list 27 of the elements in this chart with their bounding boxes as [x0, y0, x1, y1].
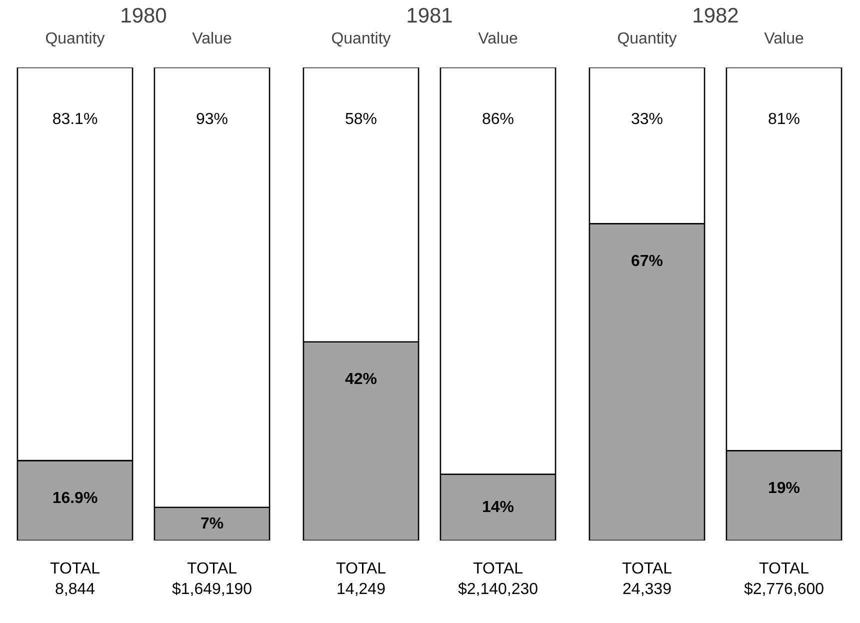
data-label: 33% [630, 111, 664, 128]
data-label: 93% [196, 111, 228, 128]
text: TOTAL 8,844 [50, 560, 100, 598]
text: TOTAL 24,339 [622, 560, 672, 598]
x-tick-label: Quantity [617, 30, 677, 48]
data-label: 16.9% [52, 490, 98, 507]
data-label: 14% [482, 498, 514, 516]
x-tick-label: Value [764, 30, 804, 48]
text: TOTAL $2,776,600 [744, 560, 824, 598]
data-label: 7% [200, 515, 224, 532]
data-label: 86% [482, 111, 514, 128]
text: TOTAL $2,140,230 [458, 560, 538, 598]
chart-title: 1981 [406, 4, 453, 28]
chart-title: 1982 [692, 4, 739, 28]
chart-title: 1980 [120, 4, 167, 28]
x-tick-label: Quantity [331, 30, 391, 48]
text: TOTAL 14,249 [336, 560, 386, 598]
text: TOTAL $1,649,190 [172, 560, 252, 598]
data-label: 67% [630, 252, 664, 270]
data-label: 19% [768, 480, 800, 497]
x-tick-label: Quantity [45, 30, 105, 48]
x-tick-label: Value [478, 30, 518, 48]
data-label: 58% [344, 111, 378, 128]
data-label: 83.1% [52, 111, 98, 128]
data-label: 81% [768, 111, 800, 128]
data-label: 42% [344, 371, 378, 388]
x-tick-label: Value [192, 30, 232, 48]
